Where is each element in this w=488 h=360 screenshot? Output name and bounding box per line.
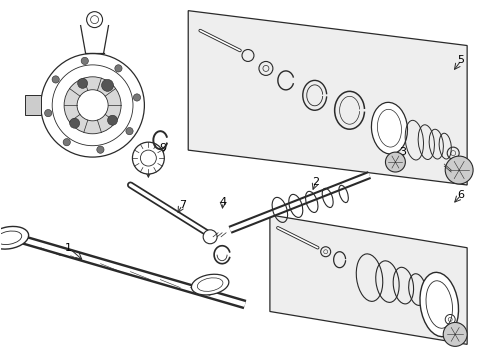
- Ellipse shape: [0, 226, 29, 249]
- Circle shape: [203, 230, 217, 244]
- Ellipse shape: [191, 274, 228, 295]
- Circle shape: [385, 152, 405, 172]
- Polygon shape: [269, 215, 466, 345]
- Text: 9: 9: [159, 143, 165, 153]
- Circle shape: [132, 142, 164, 174]
- Circle shape: [102, 80, 113, 91]
- Circle shape: [52, 76, 59, 83]
- Circle shape: [69, 118, 80, 128]
- Ellipse shape: [419, 273, 458, 337]
- Circle shape: [64, 77, 121, 134]
- Ellipse shape: [371, 102, 407, 154]
- Circle shape: [52, 65, 133, 146]
- Circle shape: [442, 323, 466, 346]
- Circle shape: [44, 109, 52, 117]
- Text: 1: 1: [65, 243, 72, 253]
- Circle shape: [125, 127, 133, 135]
- Circle shape: [107, 115, 117, 125]
- Text: 4: 4: [219, 197, 226, 207]
- Text: 10: 10: [108, 111, 122, 121]
- Circle shape: [41, 54, 144, 157]
- Polygon shape: [188, 11, 466, 185]
- Text: 2: 2: [311, 177, 319, 187]
- Text: 6: 6: [457, 190, 464, 200]
- Text: 5: 5: [457, 55, 464, 66]
- Circle shape: [115, 65, 122, 72]
- Bar: [25, 95, 41, 115]
- Circle shape: [77, 90, 108, 121]
- Circle shape: [97, 146, 104, 153]
- Circle shape: [78, 78, 87, 88]
- Circle shape: [63, 139, 70, 146]
- Text: 7: 7: [178, 200, 185, 210]
- Text: 8: 8: [144, 165, 152, 175]
- Circle shape: [81, 57, 88, 64]
- Text: 3: 3: [398, 147, 405, 157]
- Circle shape: [86, 12, 102, 28]
- Circle shape: [444, 156, 472, 184]
- Circle shape: [133, 94, 141, 101]
